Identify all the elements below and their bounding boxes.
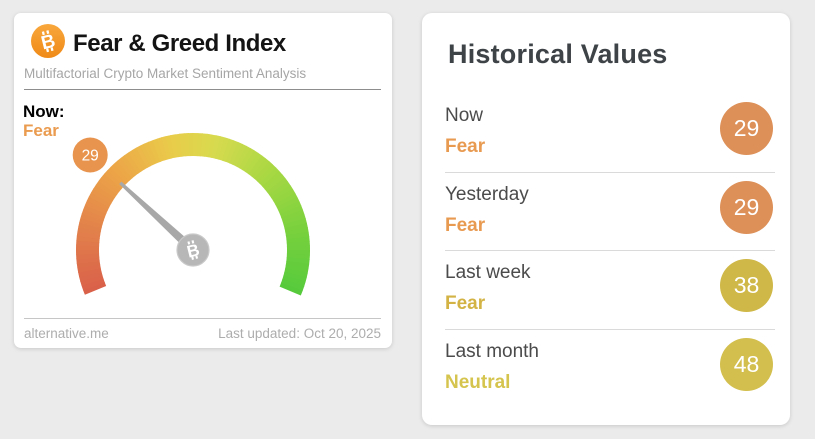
historical-values-card: Historical Values Now Fear 29 Yesterday … [422, 13, 790, 425]
now-label: Now: [23, 102, 65, 121]
historical-row: Yesterday Fear 29 [445, 173, 775, 251]
row-sentiment-label: Fear [445, 136, 486, 157]
row-value-badge: 29 [720, 102, 773, 155]
header-divider [24, 89, 381, 90]
bitcoin-icon: B [31, 24, 65, 63]
row-value-badge: 29 [720, 180, 773, 234]
card-title: Fear & Greed Index [73, 29, 286, 57]
row-period-label: Last month [445, 340, 539, 362]
footer-divider [24, 318, 381, 319]
gauge-needle [119, 181, 197, 254]
row-sentiment-label: Fear [445, 293, 486, 314]
historical-row: Last month Neutral 48 [445, 330, 775, 408]
alternative-me-link[interactable]: alternative.me [24, 326, 109, 341]
fear-greed-gauge: B 29 [72, 132, 311, 296]
row-period-label: Yesterday [445, 183, 529, 205]
now-sentiment-value: Fear [23, 121, 59, 140]
card-subtitle: Multifactorial Crypto Market Sentiment A… [24, 66, 307, 81]
svg-text:29: 29 [82, 148, 99, 165]
card-footer: alternative.me Last updated: Oct 20, 202… [24, 326, 381, 341]
row-sentiment-label: Fear [445, 214, 486, 236]
row-period-label: Last week [445, 262, 531, 283]
historical-list: Now Fear 29 Yesterday Fear 29 Last week … [445, 94, 775, 407]
historical-row: Last week Fear 38 [445, 251, 775, 330]
row-period-label: Now [445, 105, 484, 126]
historical-heading: Historical Values [448, 39, 668, 69]
fear-greed-card: B Fear & Greed Index Multifactorial Cryp… [14, 13, 392, 348]
gauge-hub-bitcoin-icon: B [176, 233, 210, 267]
row-sentiment-label: Neutral [445, 371, 511, 393]
last-updated-text: Last updated: Oct 20, 2025 [218, 326, 381, 341]
gauge-value-badge: 29 [72, 137, 108, 173]
historical-row: Now Fear 29 [445, 94, 775, 173]
row-value-badge: 38 [720, 259, 773, 312]
card-header: B Fear & Greed Index [31, 24, 286, 63]
row-value-badge: 48 [720, 337, 773, 391]
gauge-arc [75, 132, 311, 296]
